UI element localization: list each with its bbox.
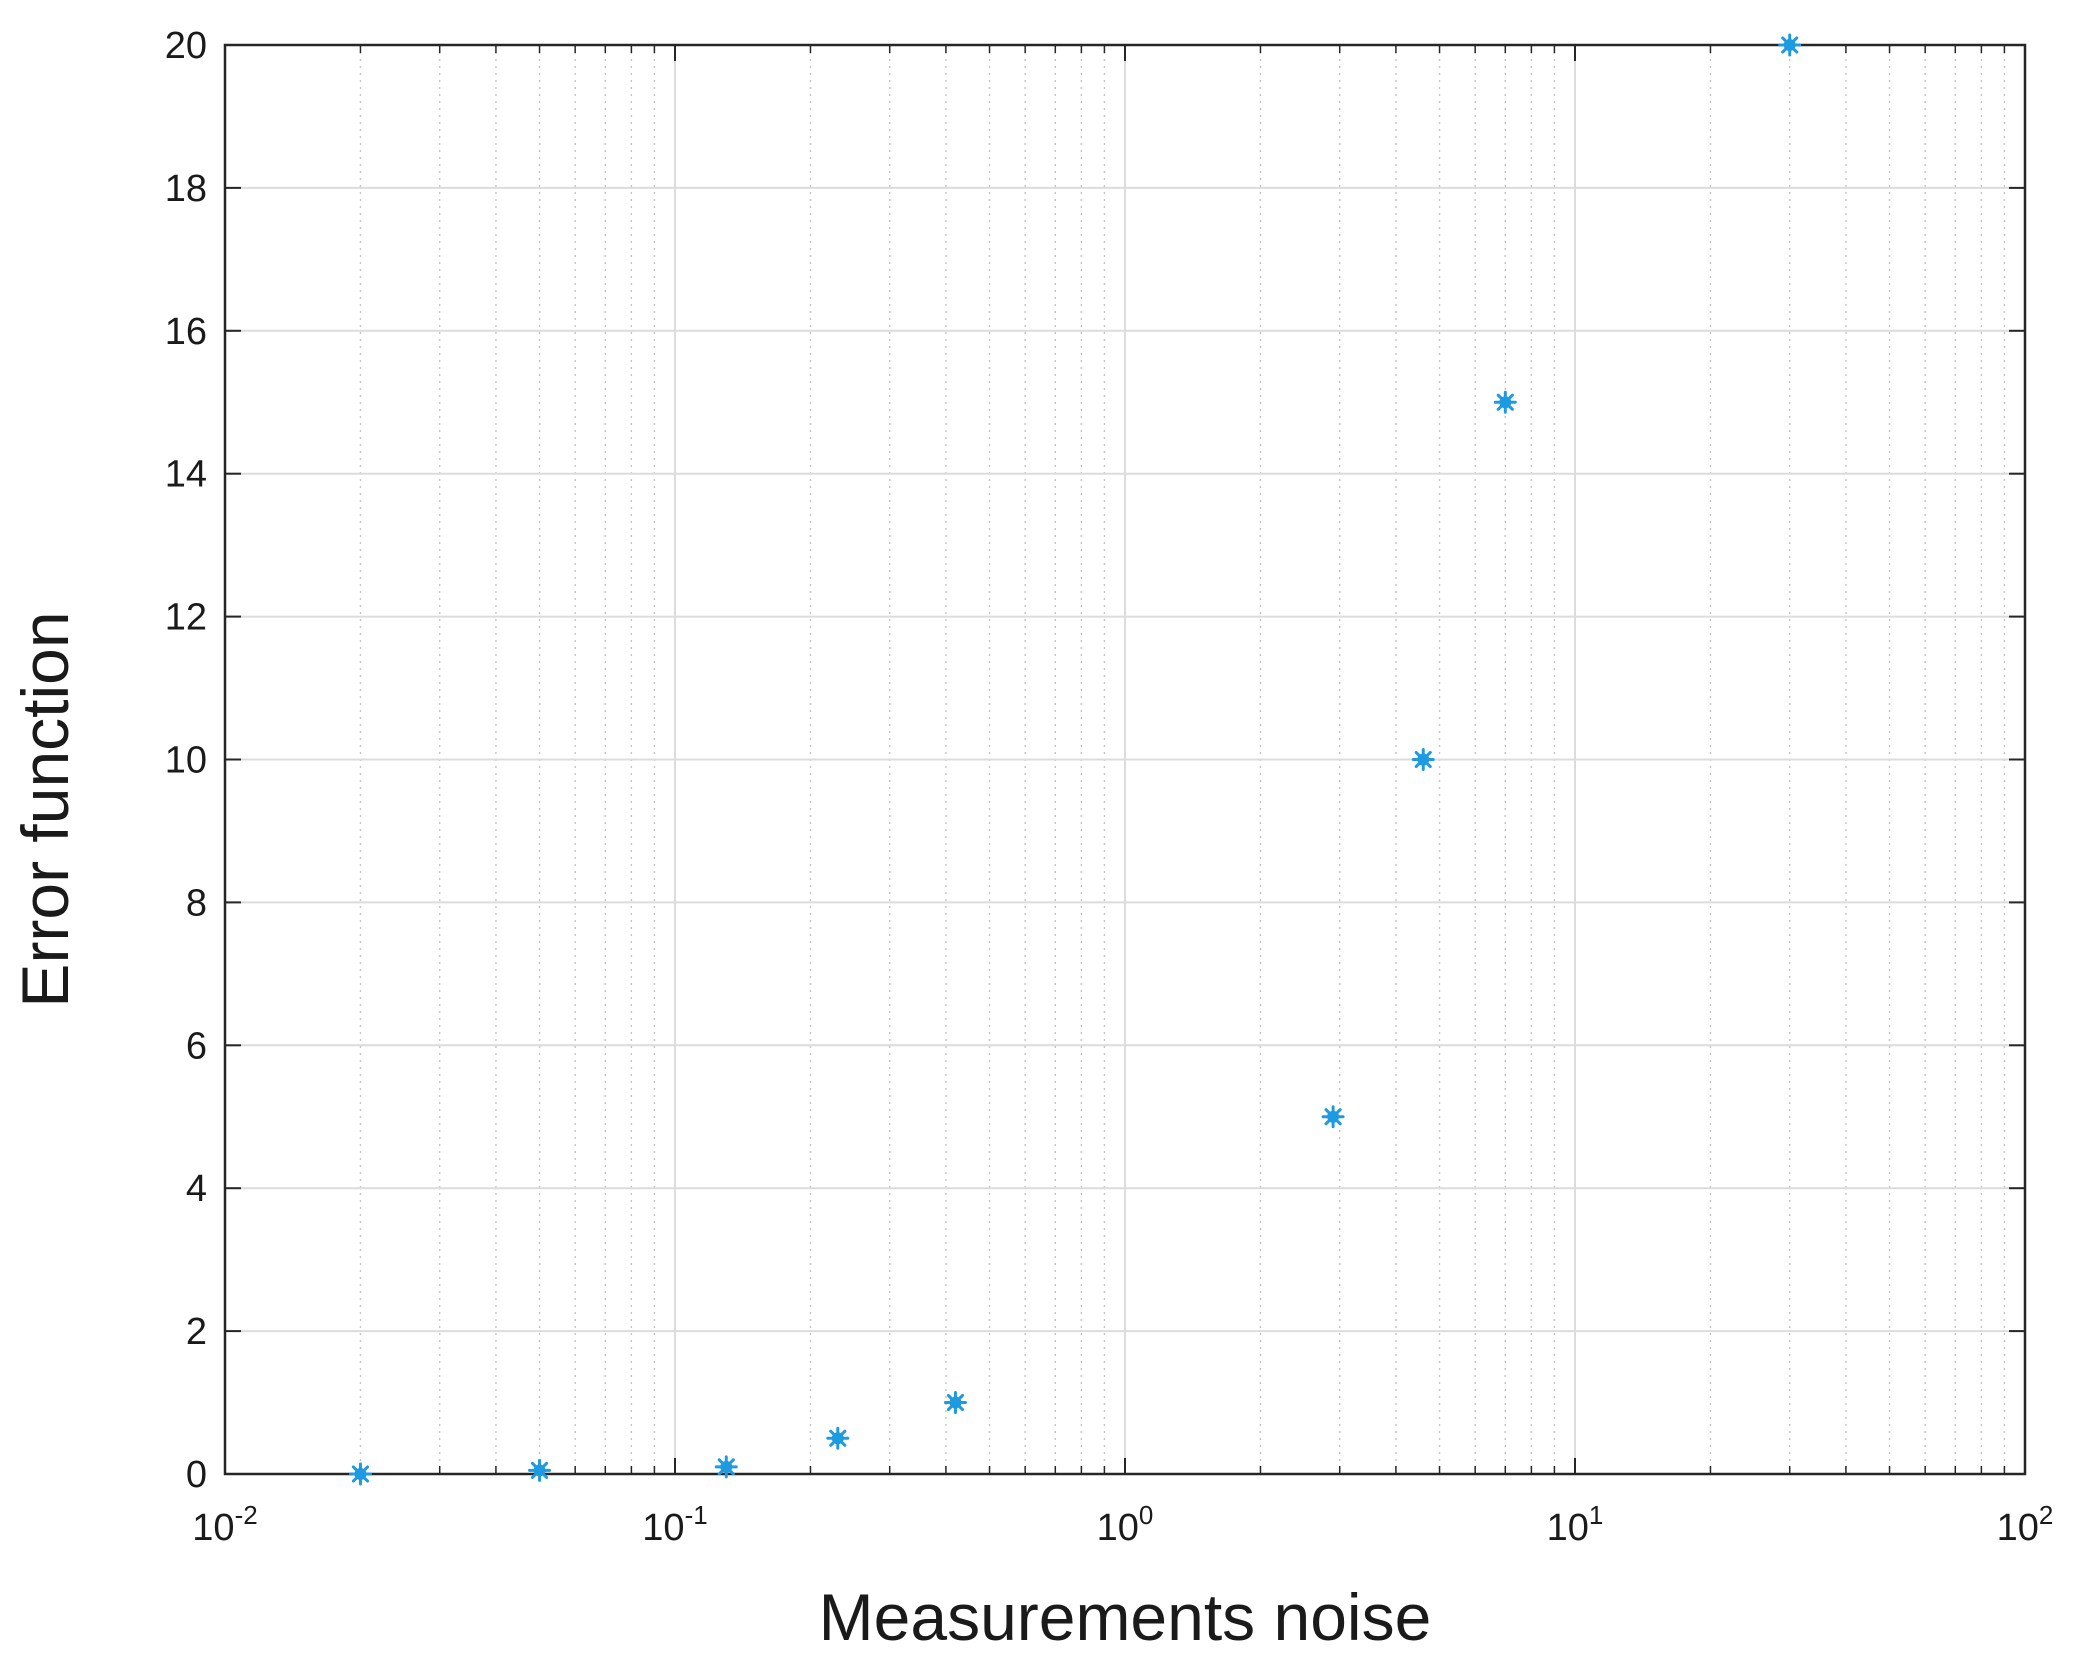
data-point — [348, 1462, 372, 1486]
data-point-ray — [1324, 1108, 1342, 1126]
data-point-ray — [1414, 750, 1432, 769]
y-tick-label: 10 — [165, 740, 207, 782]
y-tick-label: 0 — [186, 1454, 207, 1496]
y-tick-labels: 0 2 4 6 8 10 12 14 16 18 20 — [165, 25, 207, 1496]
x-axis-title: Measurements noise — [819, 1580, 1432, 1654]
data-point — [1411, 748, 1435, 771]
data-point — [826, 1426, 850, 1450]
y-tick-label: 8 — [186, 882, 207, 924]
grid — [225, 45, 2025, 1474]
data-points — [348, 33, 1802, 1486]
data-point — [1321, 1105, 1345, 1129]
data-point — [528, 1458, 552, 1482]
x-tick-label: 10-1 — [642, 1500, 707, 1549]
y-tick-label: 14 — [165, 454, 207, 496]
data-point-ray — [530, 1461, 549, 1479]
x-tick-label-exponent: -2 — [235, 1500, 258, 1530]
data-point — [714, 1455, 738, 1479]
y-tick-label: 12 — [165, 597, 207, 639]
y-tick-label: 2 — [186, 1311, 207, 1353]
x-tick-label-base: 10 — [1097, 1507, 1139, 1549]
y-tick-label: 20 — [165, 25, 207, 67]
x-tick-labels: 10-2 10-1 100 101 102 — [192, 1500, 2053, 1549]
data-point — [1778, 33, 1802, 57]
x-tick-label-exponent: 1 — [1589, 1500, 1603, 1530]
data-point-ray — [1781, 36, 1799, 54]
x-tick-label: 10-2 — [192, 1500, 257, 1549]
data-point-ray — [829, 1429, 847, 1447]
x-tick-label-exponent: -1 — [685, 1500, 708, 1530]
data-point — [1493, 390, 1517, 414]
x-tick-label: 102 — [1997, 1500, 2054, 1549]
x-tick-label-base: 10 — [642, 1507, 684, 1549]
data-point — [943, 1391, 967, 1415]
y-tick-label: 16 — [165, 311, 207, 353]
data-point-ray — [946, 1393, 965, 1412]
y-tick-label: 18 — [165, 168, 207, 210]
x-tick-label: 100 — [1097, 1500, 1154, 1549]
y-tick-label: 6 — [186, 1025, 207, 1067]
data-point-ray — [717, 1458, 735, 1476]
y-axis-title: Error function — [8, 611, 82, 1007]
x-tick-label-base: 10 — [1997, 1507, 2039, 1549]
y-tick-label: 4 — [186, 1168, 207, 1210]
x-tick-label-base: 10 — [192, 1507, 234, 1549]
data-point-ray — [1496, 393, 1514, 411]
x-tick-label: 101 — [1547, 1500, 1604, 1549]
axis-ticks — [224, 44, 2026, 1475]
x-tick-label-exponent: 2 — [2039, 1500, 2053, 1530]
x-tick-label-base: 10 — [1547, 1507, 1589, 1549]
x-tick-label-exponent: 0 — [1139, 1500, 1153, 1530]
data-point-ray — [351, 1465, 370, 1483]
